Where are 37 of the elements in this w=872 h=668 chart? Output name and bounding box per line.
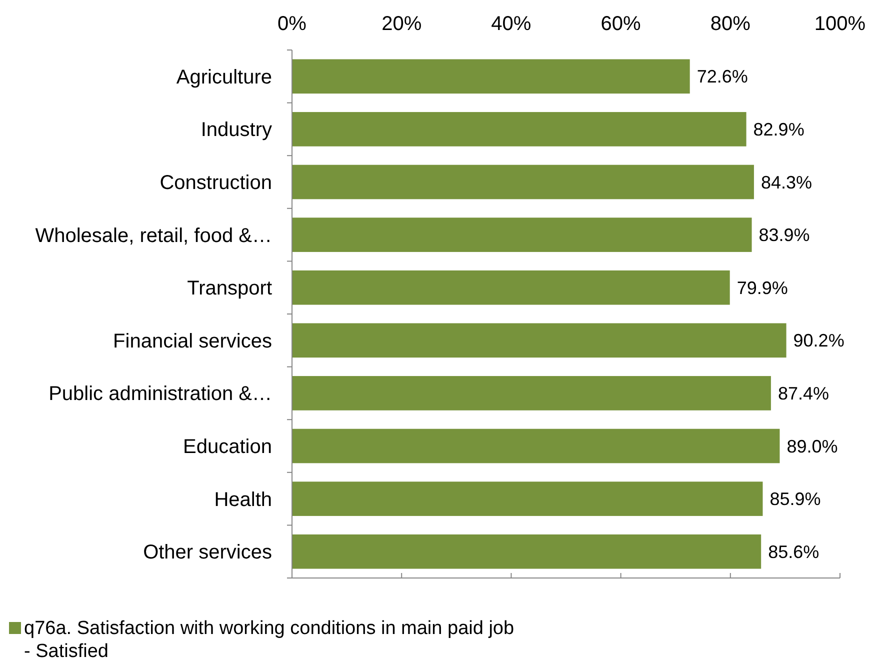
y-tick-label: Construction [160, 172, 272, 194]
y-tick-label: Transport [187, 278, 272, 300]
x-tick-label: 20% [382, 13, 422, 35]
bar [292, 482, 763, 516]
data-label: 90.2% [793, 330, 844, 351]
data-label: 85.6% [768, 542, 820, 562]
y-tick-label: Health [214, 488, 272, 511]
x-tick-label: 40% [491, 13, 532, 35]
y-tick-label: Industry [200, 119, 272, 142]
y-tick-label: Other services [143, 542, 272, 564]
bar [292, 428, 780, 464]
data-label: 72.6% [696, 66, 748, 87]
bar [292, 59, 690, 94]
y-tick-label: Wholesale, retail, food &… [35, 224, 272, 247]
data-label: 82.9% [753, 120, 804, 140]
x-tick-label: 60% [600, 13, 642, 35]
legend-label: q76a. Satisfaction with working conditions in main paid job - Satisfied [24, 618, 514, 662]
y-tick-label: Financial services [113, 330, 272, 352]
bar [292, 218, 752, 252]
bar [292, 323, 786, 358]
y-tick-label: Agriculture [176, 66, 272, 88]
data-label: 85.9% [770, 489, 821, 510]
bar [292, 112, 746, 146]
data-label: 84.3% [760, 172, 812, 192]
bar [292, 270, 730, 305]
data-label: 79.9% [736, 278, 788, 298]
y-tick-label: Public administration &… [48, 383, 272, 406]
bar [292, 164, 754, 200]
data-label: 83.9% [758, 225, 810, 246]
x-tick-label: 0% [278, 13, 307, 35]
bar [292, 534, 762, 569]
y-tick-label: Education [183, 436, 272, 458]
x-tick-label: 80% [710, 13, 751, 35]
bar [292, 376, 771, 410]
x-tick-label: 100% [814, 13, 866, 35]
data-label: 89.0% [786, 436, 838, 456]
data-label: 87.4% [778, 384, 829, 404]
